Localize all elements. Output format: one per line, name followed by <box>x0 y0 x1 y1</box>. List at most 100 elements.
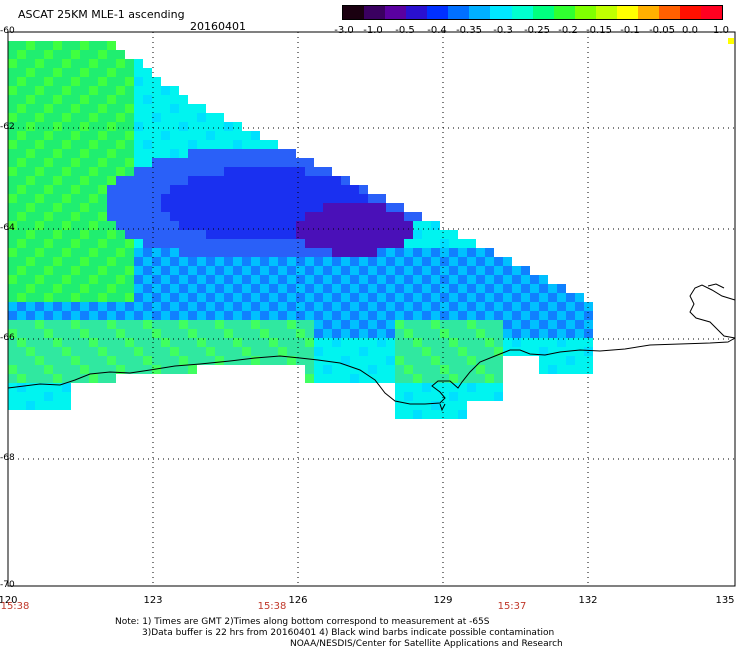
swath-cell <box>278 293 287 302</box>
swath-cell <box>521 311 530 320</box>
swath-cell <box>458 239 467 248</box>
swath-cell <box>251 230 260 239</box>
swath-cell <box>206 347 215 356</box>
swath-cell <box>188 140 197 149</box>
swath-cell <box>188 302 197 311</box>
swath-cell <box>413 248 422 257</box>
swath-cell <box>224 230 233 239</box>
swath-cell <box>206 203 215 212</box>
swath-cell <box>197 293 206 302</box>
swath-cell <box>242 239 251 248</box>
swath-cell <box>26 212 35 221</box>
swath-cell <box>152 122 161 131</box>
swath-cell <box>98 374 107 383</box>
swath-cell <box>161 122 170 131</box>
swath-cell <box>260 302 269 311</box>
swath-cell <box>179 140 188 149</box>
swath-cell <box>53 239 62 248</box>
swath-cell <box>368 302 377 311</box>
swath-cell <box>251 284 260 293</box>
swath-cell <box>350 356 359 365</box>
swath-cell <box>134 68 143 77</box>
swath-cell <box>242 140 251 149</box>
swath-cell <box>314 311 323 320</box>
swath-cell <box>287 284 296 293</box>
swath-cell <box>386 293 395 302</box>
yellow-pixel <box>728 38 734 44</box>
swath-cell <box>98 356 107 365</box>
swath-cell <box>161 257 170 266</box>
swath-cell <box>35 275 44 284</box>
swath-cell <box>107 158 116 167</box>
swath-cell <box>296 221 305 230</box>
swath-cell <box>395 230 404 239</box>
swath-cell <box>323 248 332 257</box>
swath-cell <box>260 167 269 176</box>
swath-cell <box>413 365 422 374</box>
swath-cell <box>98 257 107 266</box>
swath-cell <box>557 329 566 338</box>
swath-cell <box>44 401 53 410</box>
swath-cell <box>575 320 584 329</box>
swath-cell <box>116 77 125 86</box>
swath-cell <box>98 59 107 68</box>
swath-cell <box>224 185 233 194</box>
swath-cell <box>278 149 287 158</box>
swath-cell <box>152 86 161 95</box>
swath-cell <box>152 167 161 176</box>
swath-cell <box>170 275 179 284</box>
swath-cell <box>395 203 404 212</box>
swath-cell <box>359 239 368 248</box>
swath-cell <box>80 257 89 266</box>
swath-cell <box>125 194 134 203</box>
swath-cell <box>449 239 458 248</box>
swath-cell <box>449 365 458 374</box>
swath-cell <box>152 176 161 185</box>
swath-cell <box>161 347 170 356</box>
swath-cell <box>332 248 341 257</box>
swath-cell <box>476 302 485 311</box>
swath-cell <box>143 248 152 257</box>
swath-cell <box>53 41 62 50</box>
swath-cell <box>422 248 431 257</box>
swath-cell <box>44 149 53 158</box>
swath-cell <box>17 59 26 68</box>
swath-cell <box>215 248 224 257</box>
swath-cell <box>44 131 53 140</box>
swath-cell <box>53 113 62 122</box>
swath-cell <box>413 284 422 293</box>
swath-cell <box>251 131 260 140</box>
swath-cell <box>8 149 17 158</box>
swath-cell <box>197 212 206 221</box>
swath-cell <box>89 275 98 284</box>
swath-cell <box>377 212 386 221</box>
swath-cell <box>143 257 152 266</box>
swath-cell <box>116 194 125 203</box>
swath-cell <box>431 239 440 248</box>
swath-cell <box>26 338 35 347</box>
swath-cell <box>80 284 89 293</box>
swath-cell <box>278 356 287 365</box>
swath-cell <box>107 338 116 347</box>
swath-cell <box>125 122 134 131</box>
swath-cell <box>89 338 98 347</box>
swath-cell <box>26 176 35 185</box>
swath-cell <box>44 257 53 266</box>
swath-cell <box>269 275 278 284</box>
swath-cell <box>260 275 269 284</box>
swath-cell <box>26 392 35 401</box>
swath-cell <box>251 302 260 311</box>
swath-cell <box>116 185 125 194</box>
swath-cell <box>89 266 98 275</box>
swath-cell <box>476 383 485 392</box>
swath-cell <box>17 257 26 266</box>
swath-cell <box>161 95 170 104</box>
chart-date: 20160401 <box>190 20 246 33</box>
swath-cell <box>179 230 188 239</box>
swath-cell <box>269 338 278 347</box>
swath-cell <box>107 329 116 338</box>
swath-cell <box>143 140 152 149</box>
swath-cell <box>395 302 404 311</box>
swath-cell <box>53 320 62 329</box>
swath-cell <box>521 320 530 329</box>
